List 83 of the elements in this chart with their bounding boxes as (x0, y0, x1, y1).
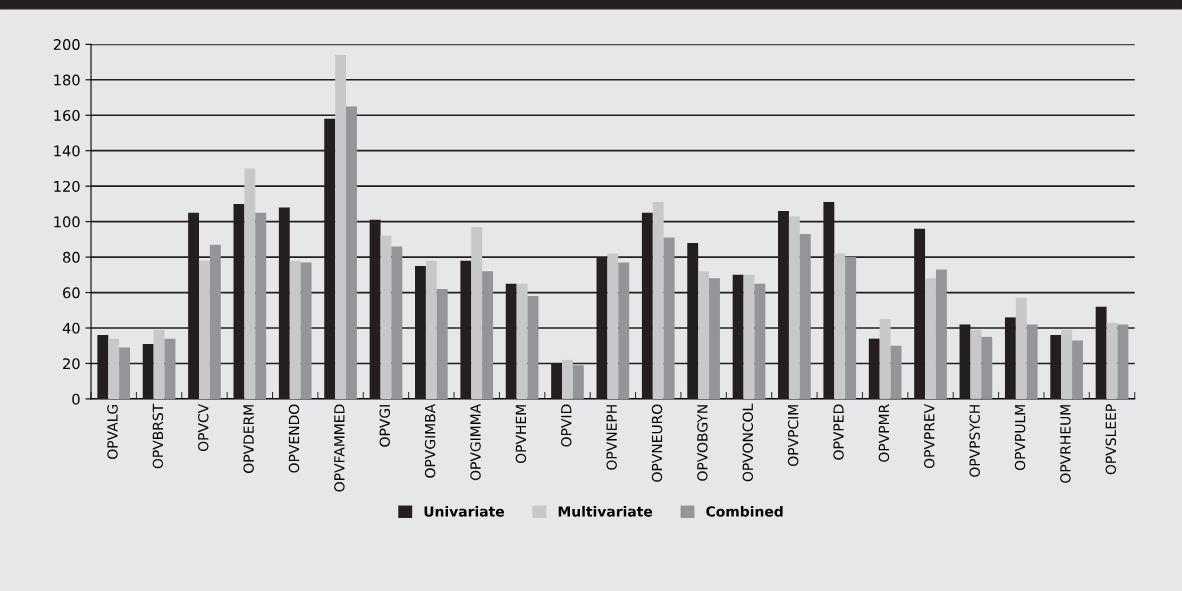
bar (572, 365, 584, 399)
x-tick-label: OPVHEM (515, 405, 527, 464)
x-tick-label: OPVFAMMED (334, 404, 345, 492)
y-tick-label: 20 (63, 358, 80, 370)
x-tick-label: OPVOBGYN (697, 405, 708, 481)
y-tick-label: 60 (63, 287, 80, 299)
bar (209, 244, 221, 399)
bar (709, 278, 720, 399)
x-tick-label: OPVGIMBA (424, 403, 436, 478)
bar (119, 347, 131, 399)
bar (879, 319, 891, 399)
y-tick-label: 100 (54, 216, 80, 228)
bar (834, 253, 846, 399)
bar (788, 216, 800, 399)
bar (244, 168, 256, 399)
x-tick-label: OPVPREV (924, 403, 935, 469)
bar (436, 289, 448, 399)
x-tick-label: OPVPED (833, 404, 844, 460)
bar (482, 271, 494, 399)
y-tick-label: 180 (54, 74, 80, 86)
bar (1106, 322, 1118, 399)
x-tick-label: OPVALG (107, 404, 118, 459)
bar (652, 202, 664, 399)
bar (346, 106, 357, 399)
x-tick-label: OPVID (561, 404, 572, 447)
bar (380, 235, 392, 399)
bar (1061, 329, 1073, 399)
bar (108, 338, 120, 399)
x-tick-label: OPVENDO (288, 404, 300, 473)
x-tick-label: OPVDERM (243, 405, 254, 473)
y-tick-label: 200 (53, 39, 80, 51)
y-tick-label: 0 (72, 393, 80, 405)
x-tick-label: OPVSLEEP (1105, 404, 1117, 475)
y-tick-label: 120 (54, 180, 80, 192)
bar (255, 212, 267, 399)
y-tick-label: 140 (54, 145, 80, 157)
bar (562, 359, 573, 399)
bar (618, 262, 630, 399)
x-tick-label: OPVNEURO (651, 404, 663, 482)
x-tick-label: OPVNEPH (606, 405, 617, 470)
bar (335, 54, 347, 399)
bar (1117, 324, 1129, 399)
x-tick-label: OPVGIMMA (470, 403, 481, 481)
x-tick-label: OPVPMR (878, 404, 890, 462)
bar (845, 257, 857, 399)
bar (199, 260, 210, 399)
bar (607, 253, 619, 399)
x-tick-label: OPVBRST (152, 403, 164, 469)
bar (391, 246, 403, 399)
bar (981, 336, 993, 399)
x-tick-label: OPVPSYCH (969, 405, 980, 477)
legend-label: Combined (706, 505, 783, 517)
x-tick-label: OPVCV (197, 403, 209, 452)
bar (471, 226, 483, 399)
bar (799, 234, 811, 399)
bar (1072, 340, 1083, 399)
bar (164, 338, 176, 399)
bar (1026, 324, 1038, 399)
bar (289, 260, 301, 399)
x-tick-label: OPVGI (379, 405, 390, 447)
y-tick-label: 40 (62, 322, 80, 334)
x-tick-label: OPVPULM (1014, 405, 1026, 471)
bar (527, 296, 539, 399)
bar (925, 278, 936, 399)
bar (300, 262, 312, 399)
legend-label: Univariate (424, 505, 504, 517)
x-tick-label: OPVONCOL (742, 403, 754, 482)
bar (935, 269, 947, 399)
bar (425, 260, 437, 399)
x-tick-label: OPVRHEUM (1060, 405, 1071, 483)
bar (1015, 297, 1027, 399)
bar (890, 345, 902, 399)
bar (663, 237, 675, 399)
bar (698, 271, 710, 399)
x-tick-label: OPVPCIM (787, 405, 799, 466)
y-tick-label: 80 (63, 251, 80, 263)
bar (153, 329, 165, 399)
bar (516, 283, 528, 399)
y-tick-label: 160 (54, 109, 80, 121)
bar (743, 274, 755, 399)
legend-label: Multivariate (558, 505, 653, 517)
bar (754, 283, 766, 399)
bar (970, 329, 982, 399)
